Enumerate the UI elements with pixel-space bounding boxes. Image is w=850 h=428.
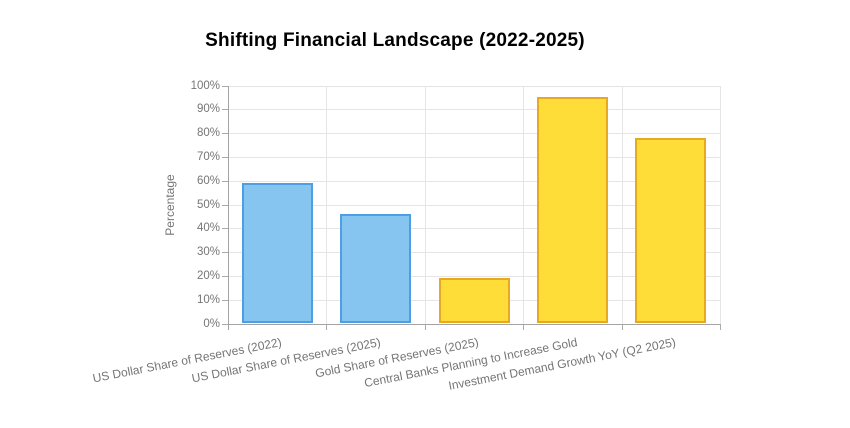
y-axis-title: Percentage bbox=[163, 174, 177, 236]
x-tick-mark bbox=[424, 323, 426, 330]
bar-investment-demand-growth[interactable] bbox=[635, 137, 707, 324]
y-gridline bbox=[228, 109, 720, 111]
y-tick-mark bbox=[222, 156, 228, 158]
chart-title: Shifting Financial Landscape (2022-2025) bbox=[205, 30, 585, 51]
x-gridline bbox=[424, 85, 426, 324]
bar-central-banks-increase-gold[interactable] bbox=[536, 97, 608, 324]
x-gridline bbox=[720, 85, 721, 324]
y-tick-mark bbox=[222, 85, 228, 87]
y-tick-mark bbox=[222, 133, 228, 135]
y-tick-label: 30% bbox=[196, 246, 220, 259]
y-gridline bbox=[228, 228, 720, 230]
x-gridline bbox=[326, 85, 328, 324]
x-axis-line bbox=[228, 323, 720, 325]
y-gridline bbox=[228, 133, 720, 135]
y-gridline bbox=[228, 252, 720, 254]
y-tick-label: 0% bbox=[203, 317, 220, 330]
x-gridline bbox=[523, 85, 525, 324]
x-tick-mark bbox=[621, 323, 623, 330]
y-tick-label: 50% bbox=[196, 198, 220, 211]
y-gridline bbox=[228, 156, 720, 158]
y-gridline bbox=[228, 180, 720, 182]
y-tick-mark bbox=[222, 109, 228, 111]
y-axis-line bbox=[228, 85, 229, 330]
y-tick-mark bbox=[222, 323, 228, 325]
y-tick-label: 10% bbox=[196, 293, 220, 306]
y-tick-mark bbox=[222, 252, 228, 254]
y-tick-label: 90% bbox=[196, 103, 220, 116]
x-tick-mark bbox=[326, 323, 328, 330]
x-tick-mark bbox=[720, 323, 721, 330]
y-tick-mark bbox=[222, 275, 228, 277]
y-tick-label: 100% bbox=[190, 79, 220, 92]
x-tick-mark bbox=[523, 323, 525, 330]
y-tick-label: 40% bbox=[196, 222, 220, 235]
y-tick-mark bbox=[222, 228, 228, 230]
y-gridline bbox=[228, 85, 720, 87]
y-tick-label: 80% bbox=[196, 127, 220, 140]
y-tick-label: 70% bbox=[196, 150, 220, 163]
x-gridline bbox=[621, 85, 623, 324]
bar-gold-share-2025[interactable] bbox=[438, 278, 510, 324]
bar-usd-share-2025[interactable] bbox=[340, 214, 412, 324]
y-tick-mark bbox=[222, 299, 228, 301]
y-tick-label: 60% bbox=[196, 174, 220, 187]
y-tick-label: 20% bbox=[196, 269, 220, 282]
bar-usd-share-2022[interactable] bbox=[241, 183, 313, 324]
y-tick-mark bbox=[222, 180, 228, 182]
y-gridline bbox=[228, 275, 720, 277]
y-tick-mark bbox=[222, 204, 228, 206]
y-gridline bbox=[228, 204, 720, 206]
